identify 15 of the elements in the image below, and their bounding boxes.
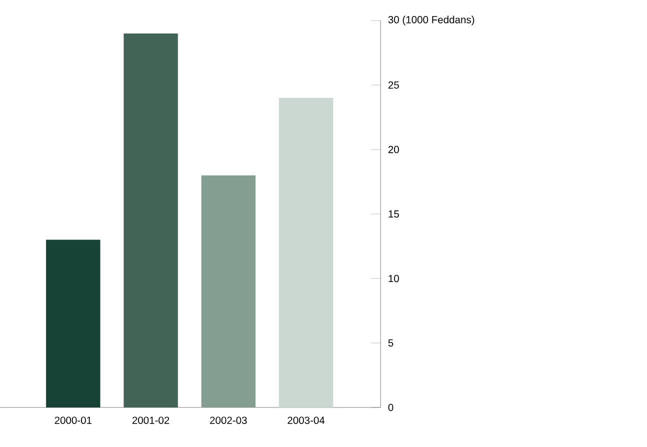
y-tick-label: 25 xyxy=(388,82,399,89)
x-tick-label: 2003-04 xyxy=(288,416,325,424)
y-tick-label: 0 xyxy=(388,404,394,412)
bar xyxy=(201,175,256,408)
y-tick-label: 20 xyxy=(388,146,399,154)
bar xyxy=(46,240,100,408)
y-tick-label: 10 xyxy=(388,275,399,282)
x-tick-label: 2000-01 xyxy=(54,416,92,424)
y-tick-label: 5 xyxy=(388,340,394,347)
x-tick-label: 2001-02 xyxy=(132,416,170,424)
bar xyxy=(278,98,334,408)
y-tick-label: 15 xyxy=(388,210,399,218)
y-tick-label: 30 (1000 Feddans) xyxy=(388,16,474,26)
x-tick-label: 2002-03 xyxy=(210,416,247,424)
bar xyxy=(124,34,178,408)
